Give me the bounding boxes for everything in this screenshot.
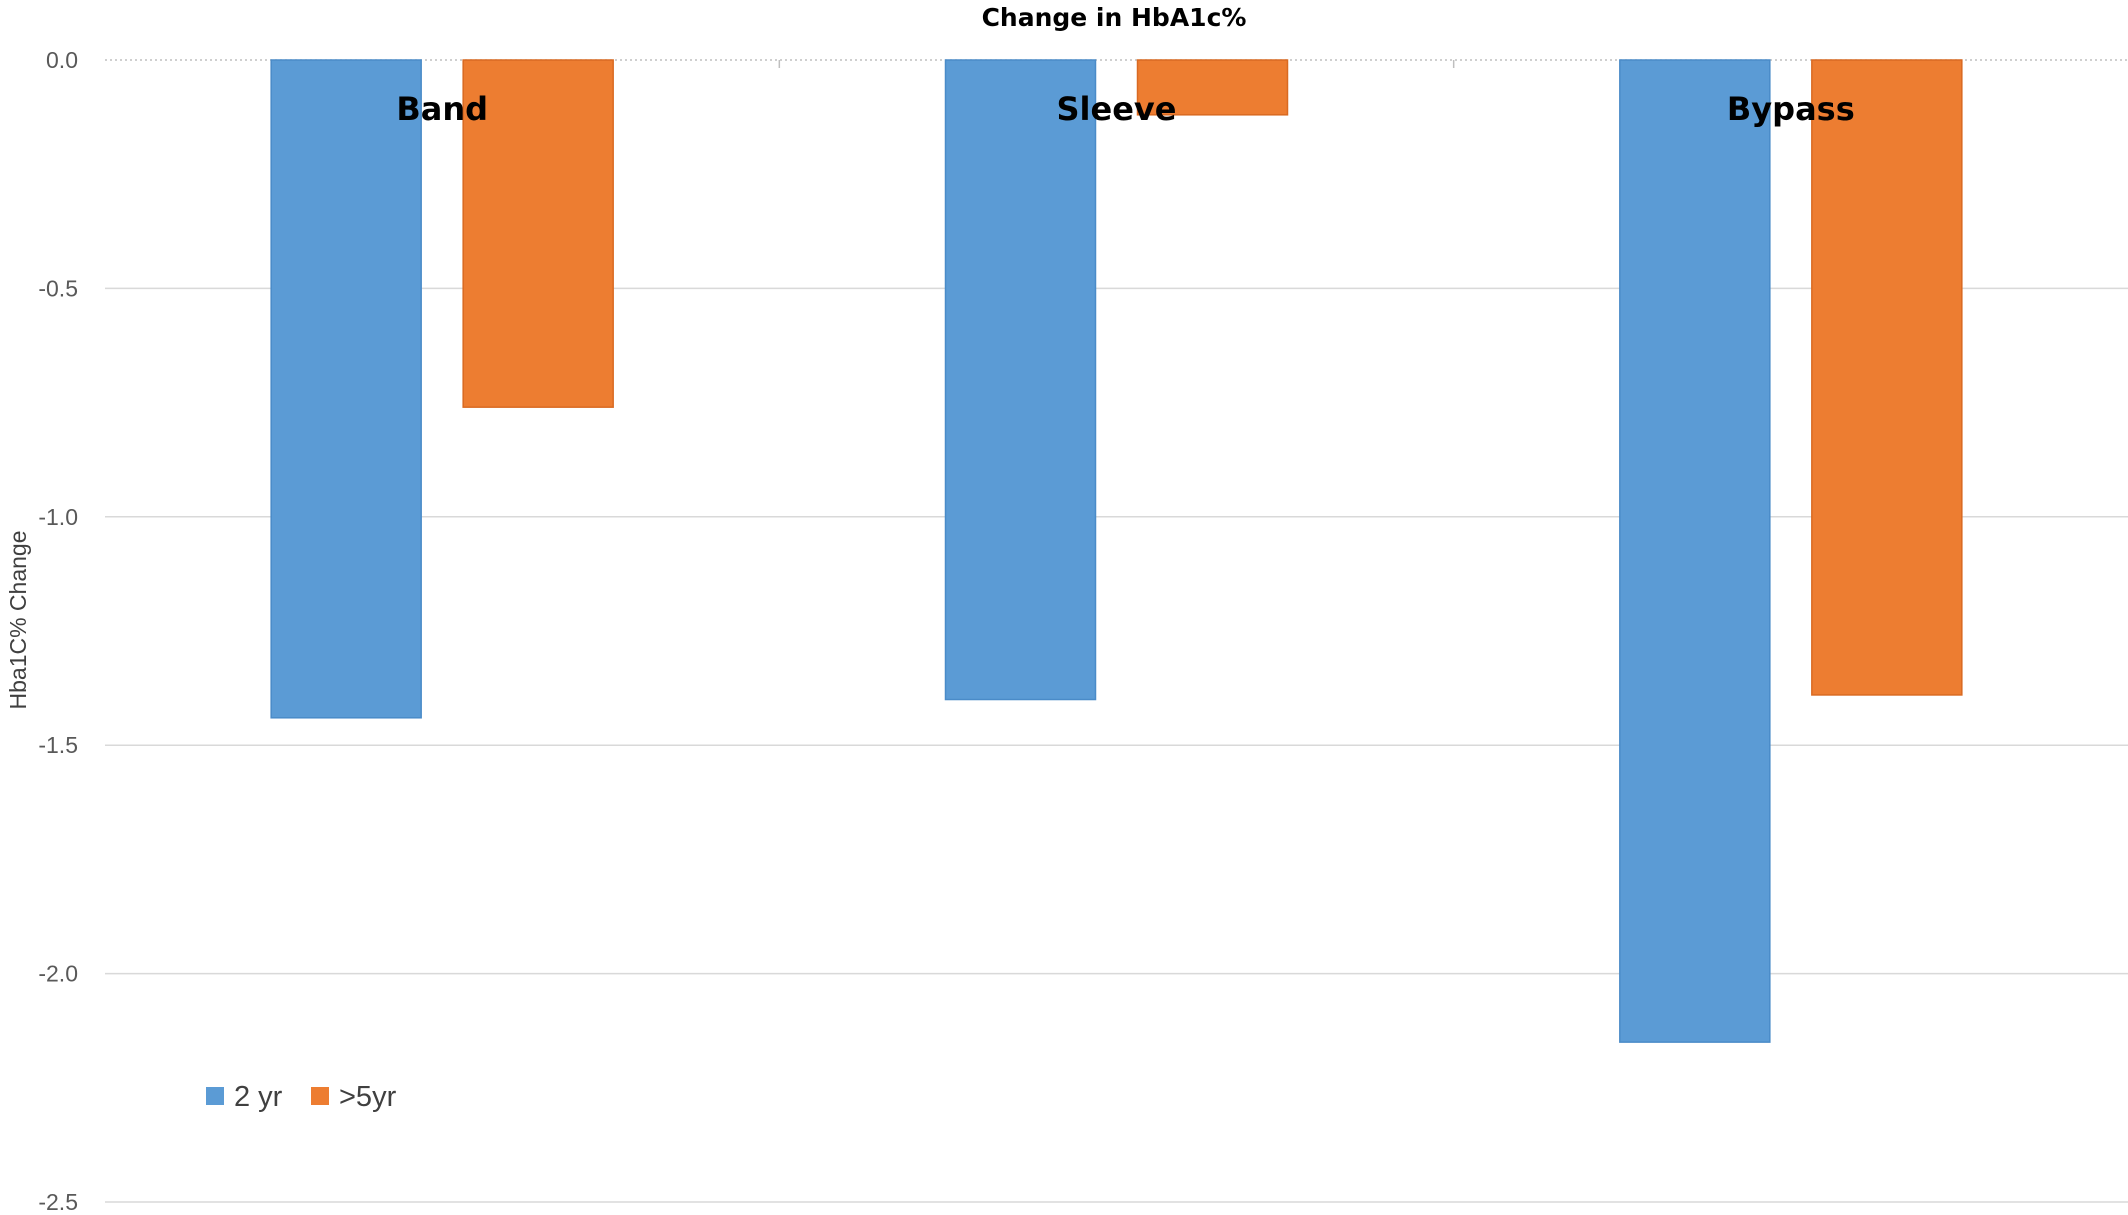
bar-sleeve-series-2 <box>1136 59 1289 116</box>
y-tick-label: -1.0 <box>38 504 78 530</box>
legend: 2 yr >5yr <box>206 1081 397 1113</box>
y-tick-label: -2.0 <box>38 961 78 987</box>
category-label: Sleeve <box>1057 90 1177 128</box>
y-tick-labels: 0.0 -0.5 -1.0 -1.5 -2.0 -2.5 <box>38 47 78 1215</box>
category-label: Band <box>396 90 488 128</box>
gridlines <box>105 59 2128 1203</box>
legend-label: 2 yr <box>234 1081 283 1113</box>
y-tick-label: 0.0 <box>46 47 78 73</box>
legend-label: >5yr <box>339 1081 397 1113</box>
category-label: Bypass <box>1727 90 1855 128</box>
legend-swatch <box>311 1087 329 1105</box>
bar-band-series-2 <box>462 59 614 408</box>
y-axis-label: Hba1C% Change <box>5 530 31 709</box>
y-tick-label: -1.5 <box>38 732 78 758</box>
bar-bypass-series-1 <box>1619 59 1771 1043</box>
bar-sleeve-series-1 <box>944 59 1097 701</box>
category-labels: Band Sleeve Bypass <box>396 90 1854 128</box>
y-tick-label: -0.5 <box>38 275 78 301</box>
y-tick-label: -2.5 <box>38 1189 78 1215</box>
chart-title: Change in HbA1c% <box>982 3 1247 32</box>
legend-swatch <box>206 1087 224 1105</box>
bar-bypass-series-2 <box>1811 59 1963 696</box>
bar-band-series-1 <box>270 59 422 719</box>
bars <box>270 59 1963 1043</box>
